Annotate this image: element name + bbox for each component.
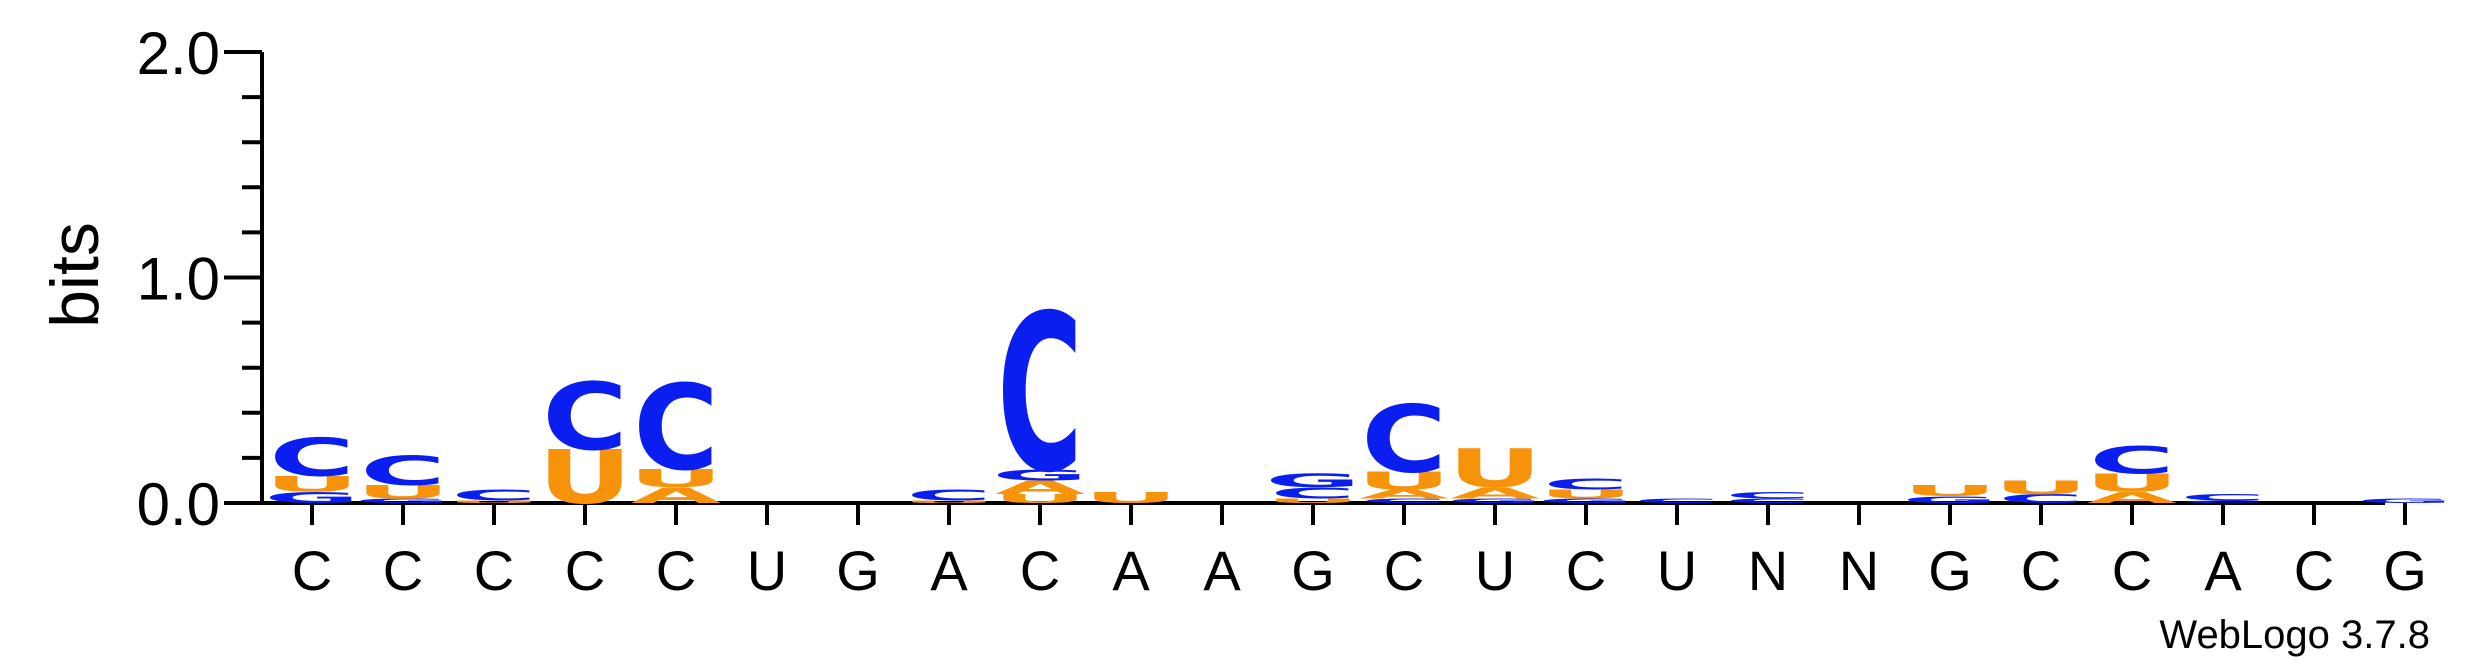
x-tick-label: U [1657, 539, 1697, 602]
logo-letter-G: G [1902, 494, 1998, 505]
logo-letter-U: U [265, 472, 360, 497]
x-tick-label: A [930, 539, 968, 602]
logo-letter-C: C [360, 448, 446, 495]
logo-letter-U: U [1448, 439, 1543, 500]
x-tick-label: U [747, 539, 787, 602]
x-tick-label: A [1112, 539, 1150, 602]
logo-letter-C: C [1634, 497, 1720, 504]
x-tick-label: C [565, 539, 605, 602]
logo-letter-C: C [997, 269, 1083, 520]
logo-letter-U: U [1903, 482, 1998, 500]
logo-letter-U: U [2085, 469, 2180, 498]
logo-letter-A: A [995, 477, 1086, 499]
logo-letter-C: C [269, 428, 355, 489]
logo-letter-U: U [447, 500, 542, 504]
logo-letter-C: C [451, 486, 537, 504]
logo-letter-A: A [1359, 487, 1449, 501]
logo-letter-G: G [1538, 497, 1634, 504]
logo-letter-U: U [356, 481, 451, 503]
x-tick-label: A [2204, 539, 2242, 602]
logo-letter-U: U [993, 492, 1088, 506]
x-tick-label: C [383, 539, 423, 602]
x-tick-label: G [836, 539, 880, 602]
logo-letter-G: G [264, 489, 360, 507]
x-tick-label: C [1566, 539, 1606, 602]
y-axis-label: bits [37, 222, 113, 328]
logo-letter-G: G [2357, 497, 2453, 504]
logo-letter-U: U [1539, 487, 1634, 501]
logo-letter-G: G [355, 497, 451, 504]
x-tick-label: C [292, 539, 332, 602]
logo-letter-U: U [1266, 497, 1361, 504]
x-tick-label: G [2383, 539, 2427, 602]
logo-letter-C: C [1725, 497, 1811, 504]
x-tick-label: C [1384, 539, 1424, 602]
logo-letter-C: C [1998, 492, 2084, 506]
logo-letter-G: G [1447, 497, 1543, 504]
logo-letter-C: C [1361, 497, 1447, 504]
logo-letter-G: G [992, 466, 1088, 484]
logo-letter-C: C [2089, 440, 2175, 483]
logo-letter-C: C [542, 363, 628, 471]
logo-letter-A: A [1450, 484, 1540, 502]
y-axis: 0.0 1.0 2.0 [137, 20, 264, 538]
x-tick-label: C [2021, 539, 2061, 602]
x-tick-label: N [1748, 539, 1788, 602]
logo-letter-U: U [1357, 467, 1452, 496]
x-tick-label: A [1203, 539, 1241, 602]
x-tick-label: C [2294, 539, 2334, 602]
x-tick-label: C [656, 539, 696, 602]
logo-letter-U: U [629, 464, 724, 493]
logo-letter-C: C [633, 360, 719, 497]
logo-letter-C: C [2180, 500, 2266, 504]
logo-letter-A: A [2087, 489, 2177, 507]
logo-letter-C: C [1725, 490, 1811, 501]
x-tick-label: G [1291, 539, 1335, 602]
x-tick-label: N [1839, 539, 1879, 602]
y-tick-label: 2.0 [137, 20, 220, 87]
x-tick-label: C [1020, 539, 1060, 602]
logo-letter-C: C [906, 486, 992, 504]
logo-letter-U: U [902, 500, 997, 504]
x-tick-label: C [474, 539, 514, 602]
y-tick-label: 1.0 [137, 246, 220, 313]
x-tick-label: C [2112, 539, 2152, 602]
y-tick-label: 0.0 [137, 471, 220, 538]
logo-letter-C: C [2180, 492, 2266, 503]
logo-letter-U: U [1994, 477, 2089, 499]
logo-letter-C: C [1543, 475, 1629, 493]
x-tick-label: U [1475, 539, 1515, 602]
logo-letter-G: G [1265, 470, 1361, 492]
logo-letter-U: U [1084, 489, 1179, 507]
weblogo-credit: WebLogo 3.7.8 [2159, 613, 2430, 657]
logo-letter-C: C [1361, 385, 1447, 493]
logo-letter-C: C [1270, 484, 1356, 502]
logo-letter-U: U [538, 435, 633, 521]
x-tick-label: G [1928, 539, 1972, 602]
logo-letter-A: A [631, 483, 721, 508]
